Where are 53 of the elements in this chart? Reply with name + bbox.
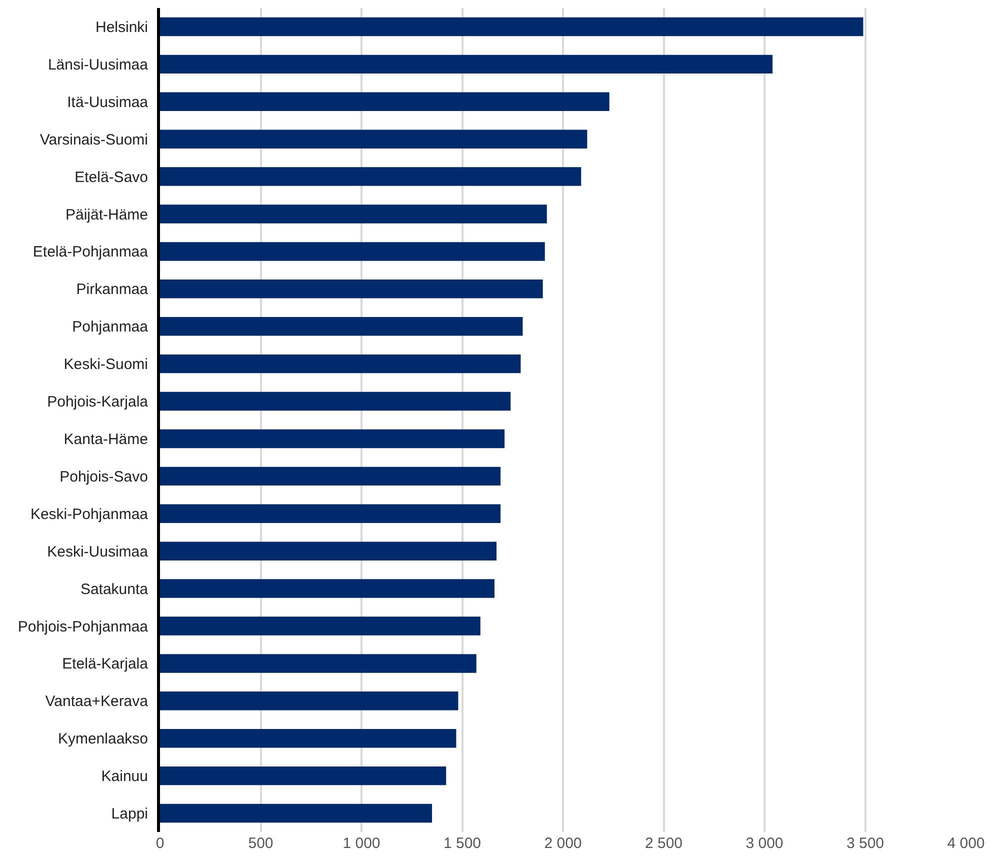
bar [160, 466, 501, 486]
bar [160, 429, 505, 448]
bar [160, 204, 547, 224]
y-tick-label: Pohjanmaa [72, 318, 149, 336]
bar [160, 616, 480, 636]
x-tick-label: 3 500 [846, 835, 884, 852]
y-tick-label: Pohjois-Pohjanmaa [18, 618, 149, 636]
y-tick-label: Kainuu [101, 768, 148, 786]
y-tick-label: Pohjois-Savo [60, 468, 148, 486]
x-tick-label: 4 000 [947, 835, 985, 852]
bar [160, 17, 864, 36]
y-tick-label: Kanta-Häme [64, 430, 148, 448]
y-tick-label: Keski-Uusimaa [47, 543, 149, 560]
bar [160, 130, 588, 148]
y-tick-label: Pirkanmaa [76, 281, 149, 298]
bar [160, 54, 773, 74]
y-tick-label: Päijät-Häme [65, 206, 148, 224]
bar [160, 579, 494, 598]
bar [160, 280, 543, 298]
bar [160, 504, 501, 523]
y-tick-label: Etelä-Karjala [62, 656, 149, 673]
bar [160, 354, 521, 374]
bar [160, 167, 582, 186]
bar [160, 729, 456, 748]
x-tick-label: 500 [248, 835, 274, 852]
x-tick-label: 0 [156, 835, 164, 852]
y-tick-label: Vantaa+Kerava [45, 693, 149, 710]
y-tick-label: Keski-Suomi [64, 356, 148, 374]
bar [160, 654, 476, 673]
y-tick-label: Etelä-Savo [74, 168, 148, 186]
y-tick-label: Länsi-Uusimaa [48, 56, 149, 74]
x-tick-label: 1 000 [342, 835, 380, 852]
bar [160, 317, 523, 336]
y-tick-label: Pohjois-Karjala [47, 394, 149, 411]
y-tick-label: Itä-Uusimaa [67, 94, 149, 111]
bar [160, 542, 497, 560]
y-tick-label: Varsinais-Suomi [40, 131, 148, 148]
y-tick-label: Helsinki [95, 18, 148, 36]
bar [160, 766, 446, 786]
bar [160, 692, 458, 710]
x-tick-label: 1 500 [443, 835, 482, 852]
y-tick-label: Lappi [111, 806, 148, 823]
y-tick-label: Etelä-Pohjanmaa [32, 244, 149, 261]
x-tick-label: 2 000 [544, 835, 582, 852]
y-tick-label: Satakunta [80, 580, 149, 598]
bar [160, 92, 610, 111]
y-tick-label: Kymenlaakso [58, 730, 148, 748]
bar [160, 242, 545, 261]
bar [160, 804, 432, 823]
x-tick-label: 2 500 [644, 835, 683, 852]
y-tick-label: Keski-Pohjanmaa [30, 506, 149, 523]
bar [160, 392, 511, 411]
x-tick-label: 3 000 [746, 835, 784, 852]
